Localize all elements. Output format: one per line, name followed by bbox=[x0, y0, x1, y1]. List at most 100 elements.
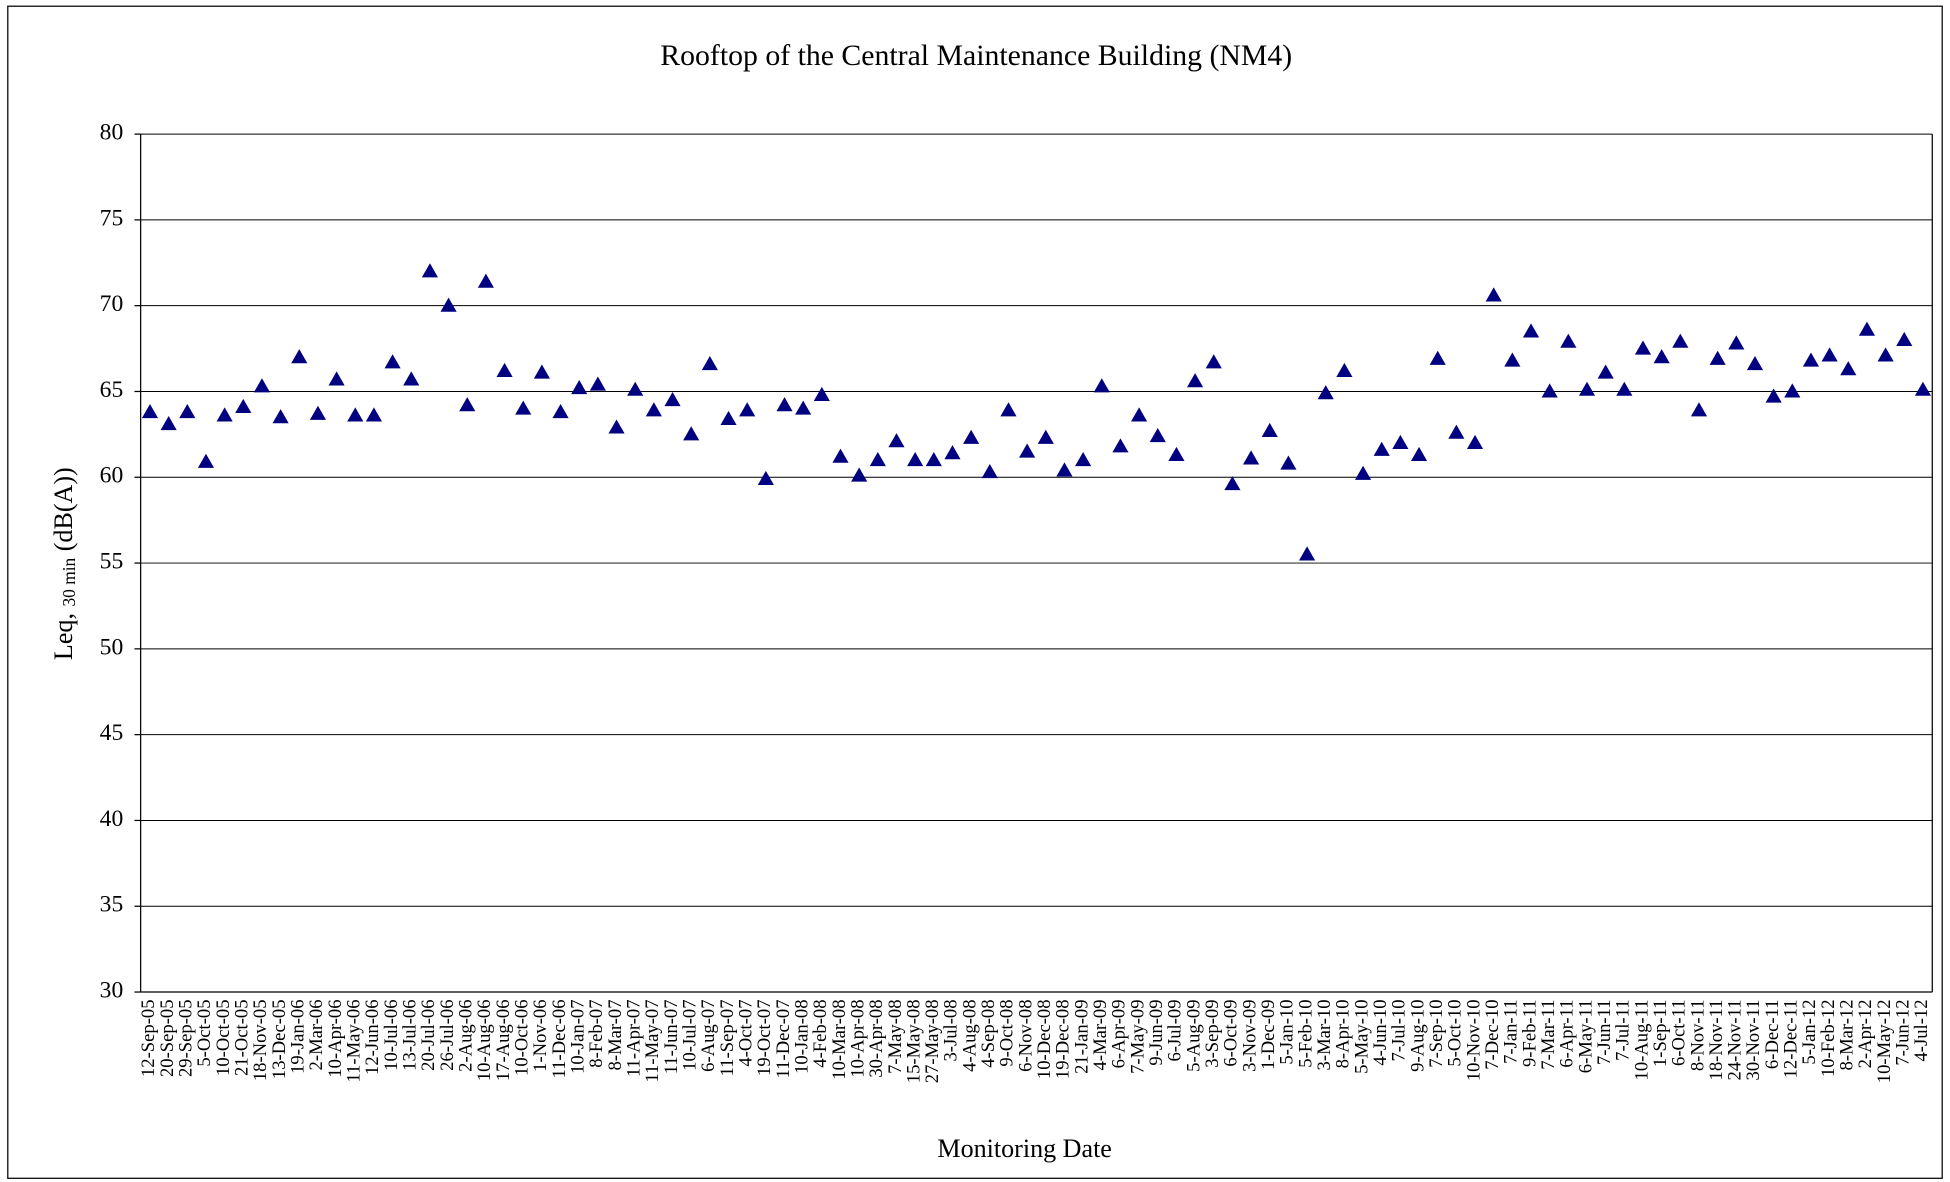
marker bbox=[1784, 383, 1801, 398]
marker bbox=[1280, 455, 1297, 470]
x-tick-label: 12-Sep-05 bbox=[138, 999, 159, 1077]
x-tick-label: 12-Jun-06 bbox=[362, 999, 383, 1074]
x-tick-label: 10-Mar-08 bbox=[829, 999, 850, 1079]
x-tick-label: 11-Sep-07 bbox=[717, 999, 738, 1076]
marker bbox=[1504, 352, 1521, 367]
x-tick-label: 5-Jan-10 bbox=[1277, 999, 1298, 1064]
marker bbox=[403, 371, 420, 386]
x-tick-label: 12-Dec-11 bbox=[1781, 999, 1802, 1078]
x-tick-label: 1-Sep-11 bbox=[1650, 999, 1671, 1067]
marker bbox=[496, 362, 513, 377]
marker bbox=[832, 448, 849, 463]
x-tick-label: 2-Mar-06 bbox=[306, 999, 327, 1070]
marker bbox=[851, 467, 868, 482]
marker bbox=[757, 470, 774, 486]
x-tick-label: 1-Nov-06 bbox=[530, 999, 551, 1071]
x-tick-label: 4-Sep-08 bbox=[978, 999, 999, 1067]
marker bbox=[1019, 443, 1036, 458]
x-tick-label: 7-Jan-11 bbox=[1501, 999, 1522, 1063]
x-axis-label: Monitoring Date bbox=[937, 1134, 1111, 1163]
x-tick-label: 4-Feb-08 bbox=[810, 999, 831, 1067]
marker bbox=[589, 376, 606, 391]
x-tick-label: 6-Dec-11 bbox=[1762, 999, 1783, 1069]
x-tick-label: 20-Jul-06 bbox=[418, 999, 439, 1070]
x-tick-label: 7-Jun-11 bbox=[1594, 999, 1615, 1064]
x-tick-label: 10-Jul-06 bbox=[381, 999, 402, 1070]
chart-frame bbox=[7, 5, 1943, 1179]
marker bbox=[1541, 383, 1558, 398]
y-tick-label: 75 bbox=[100, 205, 124, 231]
x-tick-label: 21-Oct-05 bbox=[232, 999, 253, 1075]
marker bbox=[477, 273, 494, 288]
x-tick-label: 4-Mar-09 bbox=[1090, 999, 1111, 1070]
marker bbox=[608, 419, 625, 434]
marker bbox=[1131, 407, 1148, 422]
x-tick-label: 4-Aug-08 bbox=[959, 999, 980, 1071]
marker bbox=[1410, 446, 1428, 462]
marker bbox=[720, 410, 737, 425]
x-tick-label: 11-May-07 bbox=[642, 999, 663, 1082]
marker bbox=[421, 263, 438, 278]
y-tick-label: 55 bbox=[100, 548, 124, 574]
marker bbox=[440, 297, 457, 312]
x-tick-label: 8-Mar-07 bbox=[605, 999, 626, 1070]
marker bbox=[1429, 350, 1446, 365]
marker bbox=[1597, 364, 1614, 379]
marker bbox=[571, 379, 588, 395]
marker bbox=[1093, 378, 1110, 393]
x-tick-label: 5-Oct-10 bbox=[1445, 999, 1466, 1066]
marker bbox=[1261, 422, 1278, 437]
x-tick-label: 1-Dec-09 bbox=[1258, 999, 1279, 1069]
y-label-main: Leq, bbox=[49, 613, 78, 660]
chart-title: Rooftop of the Central Maintenance Build… bbox=[660, 39, 1292, 72]
x-tick-label: 7-Mar-11 bbox=[1538, 999, 1559, 1069]
x-tick-label: 6-Jul-09 bbox=[1165, 999, 1186, 1061]
y-tick-label: 30 bbox=[100, 977, 124, 1003]
y-tick-label: 70 bbox=[100, 291, 124, 317]
x-tick-label: 9-Aug-10 bbox=[1407, 999, 1428, 1071]
x-tick-label: 8-Feb-07 bbox=[586, 999, 607, 1067]
marker bbox=[1709, 350, 1726, 365]
marker bbox=[701, 355, 718, 371]
x-tick-label: 10-Aug-11 bbox=[1631, 999, 1652, 1080]
x-tick-label: 9-Feb-11 bbox=[1519, 999, 1540, 1067]
x-tick-label: 6-Nov-08 bbox=[1015, 999, 1036, 1071]
marker bbox=[533, 364, 550, 379]
x-tick-label: 7-May-09 bbox=[1127, 999, 1148, 1073]
marker bbox=[1317, 385, 1334, 400]
marker bbox=[1448, 424, 1465, 439]
marker bbox=[907, 452, 924, 467]
y-tick-label: 80 bbox=[100, 119, 124, 145]
x-tick-label: 3-Mar-10 bbox=[1314, 999, 1335, 1070]
marker bbox=[291, 349, 308, 364]
marker bbox=[1168, 446, 1185, 462]
marker bbox=[1298, 546, 1316, 561]
marker bbox=[1653, 349, 1670, 364]
marker bbox=[1578, 381, 1596, 396]
marker bbox=[1896, 331, 1913, 347]
x-tick-label: 7-Jul-10 bbox=[1389, 999, 1410, 1061]
marker bbox=[813, 386, 830, 401]
marker bbox=[944, 445, 961, 460]
x-tick-label: 19-Dec-08 bbox=[1053, 999, 1074, 1079]
x-tick-label: 7-Sep-10 bbox=[1426, 999, 1447, 1067]
x-tick-label: 11-Jun-07 bbox=[661, 999, 682, 1074]
x-tick-label: 10-Apr-06 bbox=[325, 999, 346, 1077]
marker bbox=[1149, 428, 1166, 443]
x-tick-label: 13-Dec-05 bbox=[269, 999, 290, 1079]
x-tick-label: 5-Aug-09 bbox=[1183, 999, 1204, 1071]
marker bbox=[1821, 347, 1838, 362]
marker bbox=[1392, 434, 1409, 450]
x-tick-label: 29-Sep-05 bbox=[176, 999, 197, 1077]
x-tick-label: 4-Oct-07 bbox=[735, 999, 756, 1066]
marker bbox=[1690, 402, 1708, 417]
x-tick-label: 10-May-12 bbox=[1874, 999, 1895, 1083]
marker bbox=[160, 416, 177, 431]
y-tick-label: 45 bbox=[100, 720, 124, 746]
x-tick-label: 19-Jan-06 bbox=[288, 999, 309, 1073]
marker bbox=[925, 452, 942, 467]
x-tick-label: 10-Jan-07 bbox=[567, 999, 588, 1073]
marker bbox=[1224, 476, 1241, 491]
x-tick-label: 7-Dec-10 bbox=[1482, 999, 1503, 1069]
